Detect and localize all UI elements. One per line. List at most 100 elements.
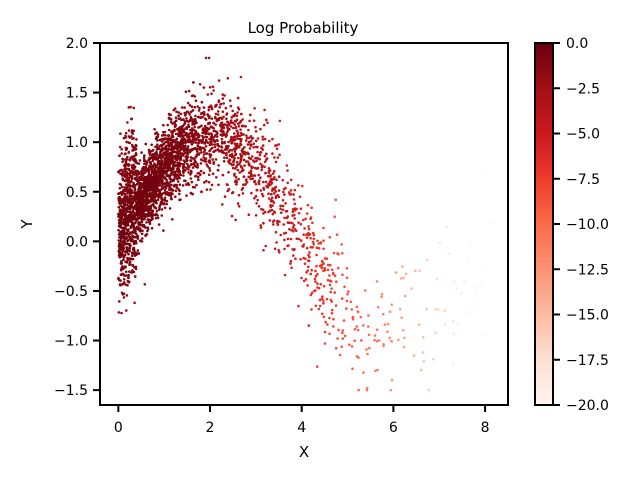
scatter-point bbox=[217, 183, 220, 187]
scatter-point bbox=[270, 196, 274, 200]
scatter-point bbox=[347, 290, 350, 293]
scatter-point bbox=[164, 148, 168, 151]
scatter-point bbox=[127, 163, 130, 166]
scatter-point bbox=[196, 144, 199, 147]
scatter-point bbox=[148, 150, 151, 153]
scatter-point bbox=[166, 193, 169, 196]
scatter-point bbox=[299, 258, 302, 261]
scatter-point bbox=[209, 153, 212, 157]
scatter-point bbox=[256, 150, 259, 154]
scatter-point bbox=[126, 239, 129, 243]
scatter-point bbox=[124, 160, 128, 163]
scatter-point bbox=[329, 290, 333, 294]
scatter-point bbox=[410, 287, 413, 290]
scatter-point bbox=[233, 180, 237, 183]
scatter-point bbox=[365, 386, 369, 390]
scatter-point bbox=[186, 182, 190, 185]
colorbar-tick-label: −5.0 bbox=[566, 127, 600, 143]
scatter-point bbox=[185, 132, 188, 135]
scatter-point bbox=[233, 123, 236, 126]
scatter-point bbox=[250, 155, 254, 158]
scatter-point bbox=[228, 148, 232, 152]
scatter-point bbox=[187, 89, 191, 93]
scatter-point bbox=[241, 186, 245, 190]
scatter-point bbox=[189, 156, 193, 159]
scatter-point bbox=[311, 240, 315, 244]
scatter-point bbox=[165, 170, 169, 173]
scatter-point bbox=[190, 130, 194, 133]
scatter-point bbox=[417, 323, 421, 326]
scatter-point bbox=[317, 307, 321, 311]
scatter-point bbox=[154, 157, 158, 160]
scatter-point bbox=[239, 139, 243, 143]
scatter-point bbox=[158, 204, 162, 207]
scatter-point bbox=[189, 159, 193, 163]
scatter-point bbox=[234, 176, 238, 179]
scatter-point bbox=[232, 160, 235, 163]
scatter-point bbox=[162, 191, 166, 195]
scatter-point bbox=[204, 118, 208, 121]
scatter-point bbox=[125, 147, 129, 150]
scatter-point bbox=[328, 279, 332, 283]
scatter-point bbox=[399, 277, 403, 280]
scatter-point bbox=[235, 160, 239, 164]
scatter-point bbox=[295, 237, 299, 240]
scatter-point bbox=[314, 280, 317, 283]
scatter-point bbox=[178, 192, 181, 196]
scatter-point bbox=[163, 196, 167, 200]
scatter-point bbox=[179, 155, 183, 159]
scatter-point bbox=[208, 166, 211, 170]
scatter-point bbox=[241, 118, 244, 121]
scatter-point bbox=[122, 172, 125, 176]
scatter-point bbox=[282, 223, 286, 226]
scatter-point bbox=[145, 202, 148, 205]
scatter-point bbox=[119, 172, 122, 175]
scatter-point bbox=[130, 130, 134, 134]
scatter-point bbox=[127, 219, 130, 222]
scatter-point bbox=[259, 162, 262, 166]
scatter-point bbox=[158, 206, 161, 209]
scatter-point bbox=[174, 132, 178, 136]
scatter-point bbox=[210, 132, 213, 135]
scatter-point bbox=[143, 283, 147, 286]
scatter-point bbox=[394, 271, 398, 274]
scatter-point bbox=[142, 205, 146, 209]
scatter-point bbox=[118, 300, 121, 303]
scatter-point bbox=[359, 315, 363, 319]
scatter-point bbox=[291, 210, 295, 213]
scatter-point bbox=[175, 173, 179, 177]
scatter-point bbox=[191, 123, 194, 126]
scatter-point bbox=[480, 281, 484, 285]
scatter-point bbox=[208, 169, 212, 172]
scatter-point bbox=[172, 145, 175, 149]
scatter-point bbox=[279, 204, 282, 208]
scatter-point bbox=[237, 125, 241, 128]
scatter-point bbox=[194, 141, 198, 144]
colorbar-tick-label: −10.0 bbox=[566, 217, 609, 233]
scatter-point bbox=[117, 169, 121, 173]
scatter-point bbox=[151, 148, 155, 152]
scatter-point bbox=[221, 173, 225, 177]
scatter-point bbox=[180, 132, 183, 136]
scatter-point bbox=[248, 119, 251, 123]
scatter-point bbox=[140, 232, 144, 236]
scatter-point bbox=[190, 180, 194, 184]
scatter-point bbox=[236, 168, 240, 172]
scatter-point bbox=[143, 154, 146, 157]
scatter-point bbox=[298, 195, 302, 199]
scatter-point bbox=[141, 237, 144, 240]
scatter-point bbox=[277, 195, 281, 199]
scatter-point bbox=[341, 331, 344, 335]
scatter-point bbox=[265, 157, 269, 160]
colorbar-tick-label: −12.5 bbox=[566, 262, 609, 278]
scatter-point bbox=[191, 185, 195, 189]
scatter-point bbox=[128, 242, 131, 246]
scatter-point bbox=[314, 274, 318, 278]
scatter-point bbox=[146, 226, 150, 229]
scatter-point bbox=[259, 224, 263, 227]
scatter-point bbox=[192, 162, 196, 166]
scatter-point bbox=[135, 213, 139, 217]
scatter-point bbox=[212, 150, 215, 153]
scatter-point bbox=[322, 226, 325, 230]
scatter-point bbox=[125, 294, 129, 297]
